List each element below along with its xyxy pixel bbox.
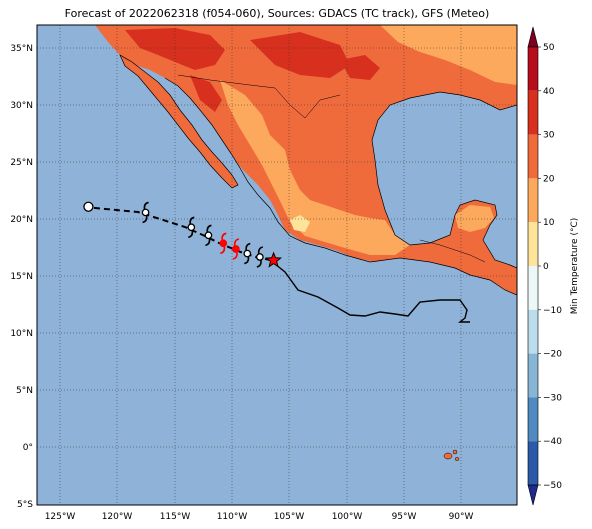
colorbar-tick-label: 30	[543, 131, 555, 141]
colorbar-tick-label: 20	[543, 174, 555, 184]
land-mild-zone	[220, 80, 410, 255]
colorbar-band	[528, 397, 538, 442]
cyclone-symbol	[187, 216, 196, 239]
land-hot-south-usa	[250, 32, 350, 78]
map-title: Forecast of 2022062318 (f054-060), Sourc…	[65, 7, 490, 20]
cyclone-symbol	[256, 246, 264, 268]
lon-label: 95°W	[392, 512, 417, 522]
lat-label: 20°N	[10, 215, 33, 225]
lat-label: 5°S	[17, 500, 33, 510]
forecast-track-line	[83, 206, 271, 261]
lat-label: 35°N	[10, 44, 33, 54]
colorbar-band	[528, 178, 538, 223]
colorbar-band	[528, 47, 538, 91]
colorbar-tick-label: 40	[543, 87, 555, 97]
track-markers	[83, 201, 283, 268]
past-track-line	[269, 259, 470, 323]
colorbar-tick-label: −50	[543, 481, 562, 491]
land-baja	[120, 55, 238, 188]
colorbar-top-extend	[527, 26, 539, 48]
lat-label: 30°N	[10, 101, 33, 111]
land-hot-sinaloa	[190, 75, 222, 112]
colorbar-tick-label: 10	[543, 218, 555, 228]
map-frame	[36, 24, 518, 506]
colorbar-band	[528, 441, 538, 485]
lat-label: 0°	[23, 443, 33, 453]
current-position-star	[265, 251, 283, 268]
lon-label: 100°W	[332, 512, 363, 522]
lat-label: 25°N	[10, 158, 33, 168]
lon-label: 125°W	[45, 512, 76, 522]
lat-label: 5°N	[16, 386, 33, 396]
colorbar-tick-label: −40	[543, 437, 562, 447]
lat-label: 10°N	[10, 329, 33, 339]
colorbar-band	[528, 309, 538, 354]
land-hot-east	[340, 55, 380, 80]
lat-labels: 35°N 30°N 25°N 20°N 15°N 10°N 5°N 0° 5°S	[10, 44, 33, 510]
colorbar-band	[528, 134, 538, 179]
land-mild-yucatan	[455, 205, 494, 232]
lon-label: 105°W	[274, 512, 305, 522]
cyclone-symbol-red	[219, 232, 228, 255]
lon-label: 115°W	[160, 512, 191, 522]
lon-label: 90°W	[449, 512, 474, 522]
cyclone-symbol-red	[232, 238, 240, 260]
colorbar-bands	[527, 26, 539, 506]
coastlines	[119, 54, 517, 296]
gulf-of-california	[165, 78, 240, 174]
colorbar-ticks: 50 40 30 20 10 0 −10 −20 −30 −40 −50	[538, 43, 562, 491]
lon-label: 120°W	[102, 512, 133, 522]
colorbar-label: Min Temperature (°C)	[570, 218, 580, 315]
cyclone-symbol	[141, 201, 150, 224]
lon-label: 110°W	[217, 512, 248, 522]
colorbar-band	[528, 353, 538, 398]
colorbar-tick-label: 0	[543, 262, 549, 272]
colorbar-tick-label: −10	[543, 306, 562, 316]
lon-labels: 125°W 120°W 115°W 110°W 105°W 100°W 95°W…	[45, 512, 474, 522]
colorbar-tick-label: −20	[543, 350, 562, 360]
colorbar-band	[528, 90, 538, 135]
colorbar-tick-label: −30	[543, 393, 562, 403]
colorbar-tick-label: 50	[543, 43, 555, 53]
colorbar-band	[528, 266, 538, 310]
lat-label: 15°N	[10, 272, 33, 282]
galapagos-islands	[443, 449, 460, 461]
cyclone-symbol	[204, 224, 213, 247]
colorbar-band	[528, 222, 538, 266]
land-mild-north	[380, 25, 517, 85]
colorbar: 50 40 30 20 10 0 −10 −20 −30 −40 −50 Min Temperatu…	[527, 26, 580, 506]
track-point-circle	[83, 201, 94, 212]
cyclone-symbol	[243, 242, 252, 265]
colorbar-bottom-extend	[527, 484, 539, 506]
gridlines	[37, 25, 517, 505]
map-area	[37, 25, 517, 505]
